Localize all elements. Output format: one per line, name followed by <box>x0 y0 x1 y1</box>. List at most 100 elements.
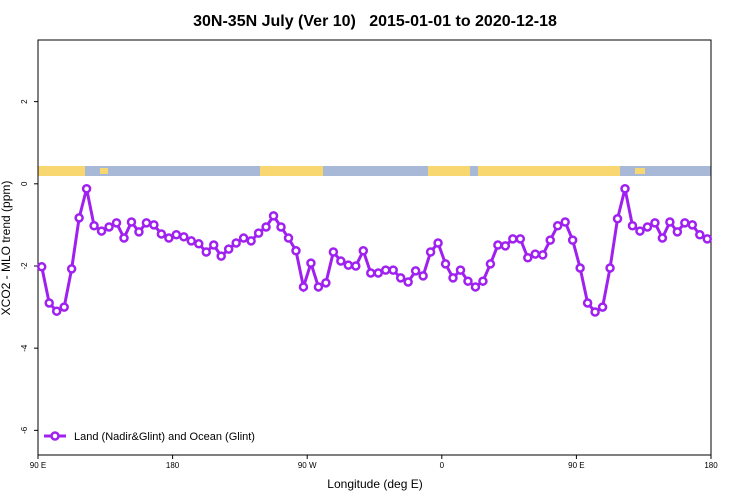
data-point <box>313 282 324 292</box>
data-point <box>119 233 129 243</box>
data-point <box>201 247 211 257</box>
data-point <box>500 241 511 251</box>
data-point <box>358 246 369 256</box>
data-point <box>164 233 174 243</box>
legend-label: Land (Nadir&Glint) and Ocean (Glint) <box>74 431 255 443</box>
data-point <box>223 244 234 254</box>
data-point <box>179 232 189 242</box>
data-point <box>560 217 570 227</box>
land-ocean-band <box>38 166 711 176</box>
land-band <box>38 166 85 176</box>
data-point <box>149 220 159 230</box>
data-point <box>171 230 182 240</box>
x-tick-label: 90 E <box>30 461 46 470</box>
land-band <box>495 166 620 176</box>
land-band <box>635 168 645 174</box>
data-point <box>597 302 608 312</box>
data-point <box>463 276 473 286</box>
data-point <box>403 277 413 287</box>
data-point <box>485 259 496 269</box>
data-point <box>642 222 653 232</box>
series-line <box>40 188 708 315</box>
data-point <box>366 268 376 278</box>
data-point <box>44 298 54 308</box>
data-point <box>448 273 458 283</box>
data-point <box>253 228 264 238</box>
land-band <box>100 168 108 174</box>
data-point <box>702 234 713 244</box>
data-point <box>134 227 144 237</box>
data-point <box>336 256 346 266</box>
data-point <box>395 273 406 283</box>
data-point <box>291 246 301 256</box>
data-point <box>283 233 294 243</box>
data-point <box>261 222 271 232</box>
data-point <box>328 247 339 257</box>
data-point <box>635 226 645 236</box>
data-point <box>545 235 555 245</box>
data-point <box>530 249 541 259</box>
data-point <box>51 306 62 316</box>
data-point <box>627 220 638 231</box>
data-point <box>695 230 705 240</box>
data-point <box>141 218 152 228</box>
y-tick-label: -6 <box>20 426 29 434</box>
x-axis-label: Longitude (deg E) <box>327 477 422 491</box>
data-point <box>470 282 481 292</box>
data-point <box>567 235 578 245</box>
data-point <box>380 265 391 275</box>
data-point <box>612 213 623 224</box>
data-point <box>478 276 488 286</box>
data-point <box>650 218 660 228</box>
data-point <box>657 233 668 243</box>
data-point <box>126 217 137 227</box>
data-point <box>89 220 99 231</box>
data-point <box>276 222 286 232</box>
data-point <box>680 218 690 228</box>
land-band <box>428 166 470 176</box>
data-point <box>208 240 219 250</box>
legend-marker <box>50 431 60 441</box>
y-tick-label: 0 <box>20 181 29 186</box>
x-tick-label: 90 W <box>298 461 317 470</box>
data-point <box>246 236 256 246</box>
x-tick-label: 180 <box>166 461 180 470</box>
data-point <box>508 234 518 244</box>
ocean-band <box>38 166 711 176</box>
data-point <box>410 266 421 276</box>
land-band <box>260 166 323 176</box>
data-point <box>268 211 279 221</box>
data-point <box>440 259 451 269</box>
data-point <box>81 183 92 194</box>
data-point <box>216 251 226 261</box>
data-point <box>538 250 548 260</box>
chart-title: 30N-35N July (Ver 10) 2015-01-01 to 2020… <box>193 13 557 30</box>
data-point <box>194 239 204 249</box>
data-point <box>552 220 563 231</box>
land-band <box>478 166 495 176</box>
data-point <box>418 271 428 281</box>
data-point <box>515 234 526 244</box>
data-point <box>74 213 84 223</box>
data-point <box>575 263 585 273</box>
data-point <box>687 220 698 230</box>
y-axis-label: XCO2 - MLO trend (ppm) <box>0 181 13 316</box>
x-tick-label: 180 <box>704 461 718 470</box>
data-point <box>59 302 69 312</box>
data-point <box>388 265 398 275</box>
data-point <box>590 307 600 317</box>
data-point <box>343 260 354 270</box>
data-point <box>582 298 593 308</box>
data-point <box>351 261 361 271</box>
data-point <box>111 218 122 228</box>
data-point <box>455 265 466 275</box>
y-tick-label: -4 <box>20 344 29 352</box>
data-point <box>523 253 533 263</box>
data-point <box>104 222 114 232</box>
data-point <box>620 183 630 194</box>
data-point <box>373 268 383 278</box>
data-point <box>156 229 167 239</box>
plot-frame <box>37 39 712 456</box>
data-point <box>672 227 683 237</box>
